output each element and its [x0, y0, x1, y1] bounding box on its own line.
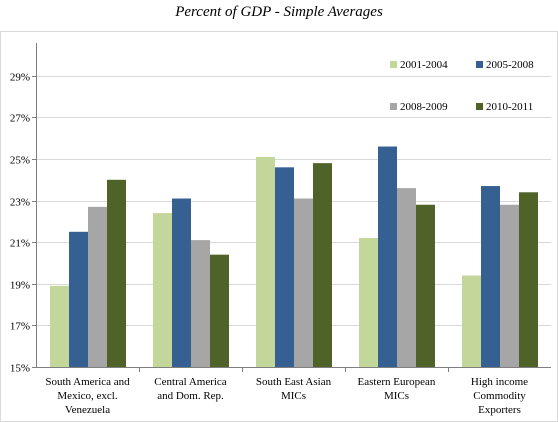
bar — [172, 198, 191, 367]
y-tick-label: 15% — [10, 363, 30, 375]
bar — [275, 167, 294, 367]
chart-title: Percent of GDP - Simple Averages — [175, 4, 383, 20]
x-category-label: Central America — [154, 376, 227, 388]
bar — [69, 231, 88, 367]
y-tick-label: 19% — [10, 280, 30, 292]
y-tick-label: 27% — [10, 113, 30, 125]
bar — [359, 238, 378, 367]
bar — [153, 213, 172, 367]
x-category-label: South East Asian — [256, 376, 332, 388]
x-category-label: Exporters — [478, 404, 521, 416]
x-category-label: MICs — [384, 390, 409, 402]
x-category-label: and Dom. Rep. — [157, 390, 224, 402]
bar — [519, 192, 538, 367]
bar — [191, 240, 210, 367]
bar — [256, 156, 275, 367]
x-category-label: Mexico, excl. — [57, 390, 117, 402]
y-tick-label: 29% — [10, 72, 30, 84]
legend-swatch — [390, 61, 397, 68]
bar — [462, 275, 481, 367]
legend-swatch — [476, 61, 483, 68]
y-tick-label: 23% — [10, 197, 30, 209]
bar — [210, 254, 229, 367]
bar — [397, 188, 416, 367]
legend-swatch — [476, 103, 483, 110]
bar — [107, 179, 126, 367]
bar — [481, 186, 500, 367]
y-tick-label: 21% — [10, 238, 30, 250]
legend-label: 2005-2008 — [486, 59, 534, 71]
x-category-label: Commodity — [473, 390, 526, 402]
bar — [416, 204, 435, 367]
bar — [500, 204, 519, 367]
bar — [50, 285, 69, 367]
bar — [313, 163, 332, 367]
x-category-label: High income — [471, 376, 528, 388]
bar — [88, 206, 107, 367]
y-tick-label: 25% — [10, 155, 30, 167]
legend-label: 2010-2011 — [486, 101, 533, 113]
legend-label: 2008-2009 — [400, 101, 448, 113]
bar — [294, 198, 313, 367]
legend-label: 2001-2004 — [400, 59, 448, 71]
x-category-label: Venezuela — [65, 404, 110, 416]
x-category-label: South America and — [45, 376, 130, 388]
legend-swatch — [390, 103, 397, 110]
x-category-label: MICs — [281, 390, 306, 402]
x-category-label: Eastern European — [358, 376, 436, 388]
bar — [378, 146, 397, 367]
y-tick-label: 17% — [10, 321, 30, 333]
